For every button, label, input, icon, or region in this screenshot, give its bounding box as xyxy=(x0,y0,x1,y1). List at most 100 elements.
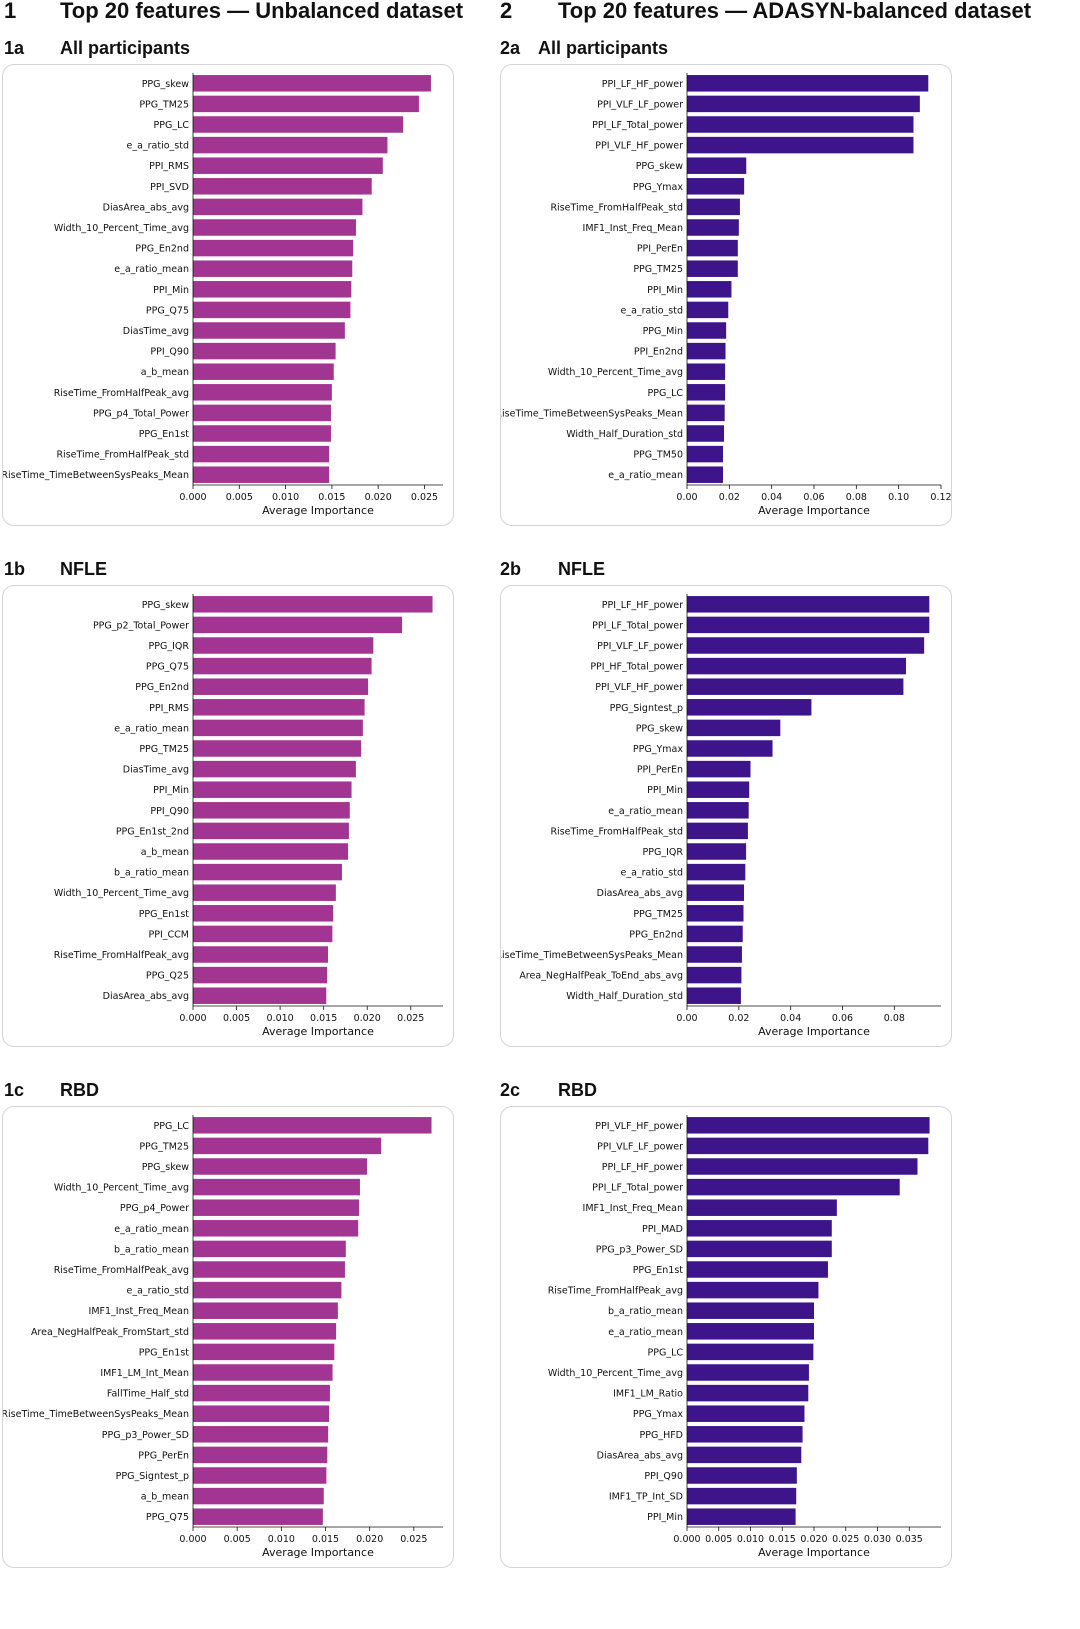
category-label: PPG_p2_Total_Power xyxy=(93,620,189,631)
bar-e_a_ratio_mean xyxy=(193,1220,359,1237)
bar-PPI_RMS xyxy=(193,699,365,716)
bar-PPI_SVD xyxy=(193,178,372,195)
bar-PPG_En2nd xyxy=(193,678,369,695)
panel-1c-label: 1c xyxy=(4,1080,25,1100)
category-label: PPI_VLF_HF_power xyxy=(595,1121,683,1132)
category-label: PPG_Ymax xyxy=(633,1409,683,1420)
x-axis-title: Average Importance xyxy=(758,1025,870,1038)
bar-e_a_ratio_mean xyxy=(687,1323,814,1340)
category-label: PPG_Q75 xyxy=(146,305,189,316)
category-label: Width_Half_Duration_std xyxy=(566,429,683,440)
x-axis-title: Average Importance xyxy=(262,1546,374,1559)
bar-PPG_TM25 xyxy=(687,905,744,922)
x-tick-label: 0.025 xyxy=(397,1013,424,1024)
category-label: RiseTime_FromHalfPeak_avg xyxy=(54,388,189,399)
category-label: PPG_En1st xyxy=(139,1347,190,1358)
bar-Width_10_Percent_Time_avg xyxy=(193,884,336,901)
bar-RiseTime_FromHalfPeak_avg xyxy=(687,1281,819,1299)
bar-PPG_p2_Total_Power xyxy=(193,616,403,634)
category-label: Width_10_Percent_Time_avg xyxy=(54,888,189,899)
bar-PPG_En1st xyxy=(193,1343,335,1361)
bar-PPI_VLF_HF_power xyxy=(687,1117,930,1134)
x-tick-label: 0.015 xyxy=(318,492,345,503)
bar-DiasTime_avg xyxy=(193,322,345,339)
x-tick-label: 0.04 xyxy=(761,492,782,503)
category-label: PPI_Q90 xyxy=(644,1471,683,1482)
chart-panel-1c: PPG_LC PPG_TM25 PPG_skew Width_10_Percent_T… xyxy=(2,1106,454,1568)
x-tick-label: 0.015 xyxy=(310,1013,337,1024)
category-label: PPI_HF_Total_power xyxy=(590,662,683,673)
panel-2a-label: 2a xyxy=(500,38,521,58)
bar-DiasArea_abs_avg xyxy=(193,198,363,216)
bar-PPI_Min xyxy=(687,781,750,798)
bar-Width_10_Percent_Time_avg xyxy=(687,363,726,380)
bar-RiseTime_TimeBetweenSysPeaks_Mean xyxy=(687,946,742,963)
x-tick-label: 0.025 xyxy=(832,1534,859,1545)
bar-DiasArea_abs_avg xyxy=(193,987,327,1004)
category-label: PPI_Min xyxy=(153,285,189,296)
bar-PPG_p4_Power xyxy=(193,1199,360,1216)
category-label: a_b_mean xyxy=(141,367,189,378)
bar-PPG_Ymax xyxy=(687,178,745,195)
x-tick-label: 0.005 xyxy=(223,1013,250,1024)
bar-Width_Half_Duration_std xyxy=(687,987,741,1004)
bar-a_b_mean xyxy=(193,843,349,860)
x-tick-label: 0.005 xyxy=(224,1534,251,1545)
bar-IMF1_LM_Ratio xyxy=(687,1384,809,1402)
chart-2b: PPI_LF_HF_power PPI_LF_Total_power PPI_VLF… xyxy=(501,594,941,1038)
bar-PPG_En2nd xyxy=(193,239,354,257)
x-tick-label: 0.000 xyxy=(673,1534,700,1545)
bar-PPG_p4_Total_Power xyxy=(193,404,331,422)
category-label: Width_10_Percent_Time_avg xyxy=(548,1368,683,1379)
category-label: PPI_Q90 xyxy=(150,806,189,817)
bar-PPG_Q75 xyxy=(193,657,372,675)
bar-PPI_VLF_HF_power xyxy=(687,678,904,695)
chart-panel-2a: PPI_LF_HF_power PPI_VLF_LF_power PPI_LF_To… xyxy=(500,64,952,526)
x-axis-title: Average Importance xyxy=(758,1546,870,1559)
bar-PPG_p3_Power_SD xyxy=(193,1426,329,1443)
panel-1c-title: RBD xyxy=(60,1080,99,1100)
category-label: PPI_Min xyxy=(647,785,683,796)
bar-b_a_ratio_mean xyxy=(193,863,342,881)
bar-PPI_Min xyxy=(687,1508,796,1525)
category-label: PPI_VLF_LF_power xyxy=(597,99,683,110)
category-label: RiseTime_FromHalfPeak_std xyxy=(550,826,683,837)
bar-PPI_MAD xyxy=(687,1220,832,1237)
bar-Width_10_Percent_Time_avg xyxy=(687,1364,809,1381)
bar-b_a_ratio_mean xyxy=(687,1302,814,1319)
x-tick-label: 0.06 xyxy=(832,1013,853,1024)
category-label: PPG_Ymax xyxy=(633,744,683,755)
category-label: PPI_LF_Total_power xyxy=(592,120,683,131)
bar-PPG_PerEn xyxy=(193,1446,328,1464)
category-label: PPG_LC xyxy=(648,1347,684,1358)
bar-PPI_LF_Total_power xyxy=(687,1178,900,1196)
bar-PPG_En1st xyxy=(193,425,331,442)
bar-PPG_skew xyxy=(193,596,433,613)
bar-e_a_ratio_std xyxy=(193,136,388,154)
bar-a_b_mean xyxy=(193,363,334,380)
bar-PPI_VLF_LF_power xyxy=(687,95,920,113)
category-label: PPG_p3_Power_SD xyxy=(596,1244,683,1255)
x-tick-label: 0.010 xyxy=(267,1013,294,1024)
category-label: PPG_p4_Total_Power xyxy=(93,408,189,419)
chart-panel-1b: PPG_skew PPG_p2_Total_Power PPG_IQR PPG_Q75… xyxy=(2,585,454,1047)
bar-IMF1_Inst_Freq_Mean xyxy=(687,219,739,236)
chart-panel-1a: PPG_skew PPG_TM25 PPG_LC e_a_ratio_std PPI_R… xyxy=(2,64,454,526)
bar-PPG_LC xyxy=(687,1343,814,1361)
category-label: PPI_VLF_LF_power xyxy=(597,641,683,652)
x-tick-label: 0.10 xyxy=(888,492,909,503)
x-tick-label: 0.02 xyxy=(719,492,740,503)
bar-PPI_VLF_LF_power xyxy=(687,1137,929,1155)
category-label: PPG_TM25 xyxy=(139,99,189,110)
bar-PPG_p3_Power_SD xyxy=(687,1240,832,1258)
category-label: PPI_SVD xyxy=(150,182,189,193)
category-label: PPG_Q25 xyxy=(146,971,189,982)
bar-PPG_En1st xyxy=(193,905,334,922)
category-label: a_b_mean xyxy=(141,1492,189,1503)
category-label: PPG_IQR xyxy=(149,641,190,652)
category-label: RiseTime_TimeBetweenSysPeaks_Mean xyxy=(501,950,683,961)
x-tick-label: 0.020 xyxy=(356,1534,383,1545)
category-label: PPG_skew xyxy=(142,1162,190,1173)
category-label: PPG_Q75 xyxy=(146,1512,189,1523)
category-label: IMF1_Inst_Freq_Mean xyxy=(583,1203,683,1214)
